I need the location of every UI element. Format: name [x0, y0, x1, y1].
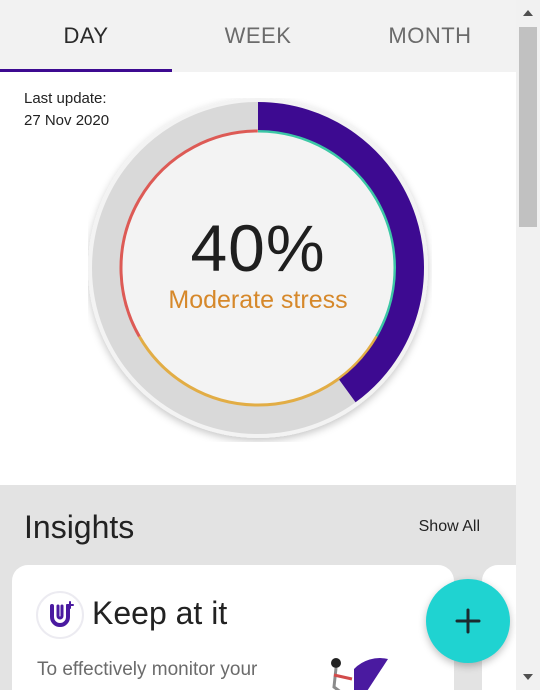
plus-icon — [455, 608, 481, 634]
stress-status: Moderate stress — [168, 286, 348, 314]
gauge-ring — [88, 98, 428, 438]
tab-day[interactable]: DAY — [0, 0, 172, 72]
add-button[interactable] — [426, 579, 510, 663]
gauge-zone-moderate — [138, 335, 378, 407]
insight-card-text: To effectively monitor your — [37, 659, 258, 680]
scroll-thumb[interactable] — [519, 27, 537, 227]
insights-section: Insights Show All Keep at it To effectiv… — [0, 485, 516, 690]
tab-week[interactable]: WEEK — [224, 23, 292, 48]
uplift-logo-icon — [36, 591, 84, 639]
vertical-scrollbar[interactable] — [516, 0, 540, 690]
caret-down-icon — [523, 674, 533, 680]
gauge-zone-low — [257, 129, 397, 338]
caret-up-icon — [523, 10, 533, 16]
person-chart-illustration-icon — [331, 658, 388, 690]
last-update: Last update: 27 Nov 2020 — [24, 88, 109, 132]
show-all-link[interactable]: Show All — [418, 518, 480, 535]
insight-card-title: Keep at it — [92, 595, 228, 631]
stress-percentage: 40% — [190, 211, 326, 285]
scroll-up-button[interactable] — [516, 0, 540, 26]
last-update-date: 27 Nov 2020 — [24, 112, 110, 129]
scroll-down-button[interactable] — [516, 664, 540, 690]
stress-gauge: 40% Moderate stress — [88, 98, 432, 442]
gauge-progress-arc — [257, 102, 424, 403]
last-update-label: Last update: — [24, 90, 107, 107]
gauge-inner-disc — [120, 130, 396, 406]
period-tabs: DAY WEEK MONTH — [0, 0, 516, 72]
insights-title: Insights — [24, 509, 135, 545]
main-content: DAY WEEK MONTH Last update: 27 Nov 2020 — [0, 0, 516, 690]
gauge-zone-high — [119, 129, 258, 338]
tab-month[interactable]: MONTH — [388, 23, 472, 48]
insight-card[interactable]: Keep at it To effectively monitor your — [12, 565, 454, 690]
